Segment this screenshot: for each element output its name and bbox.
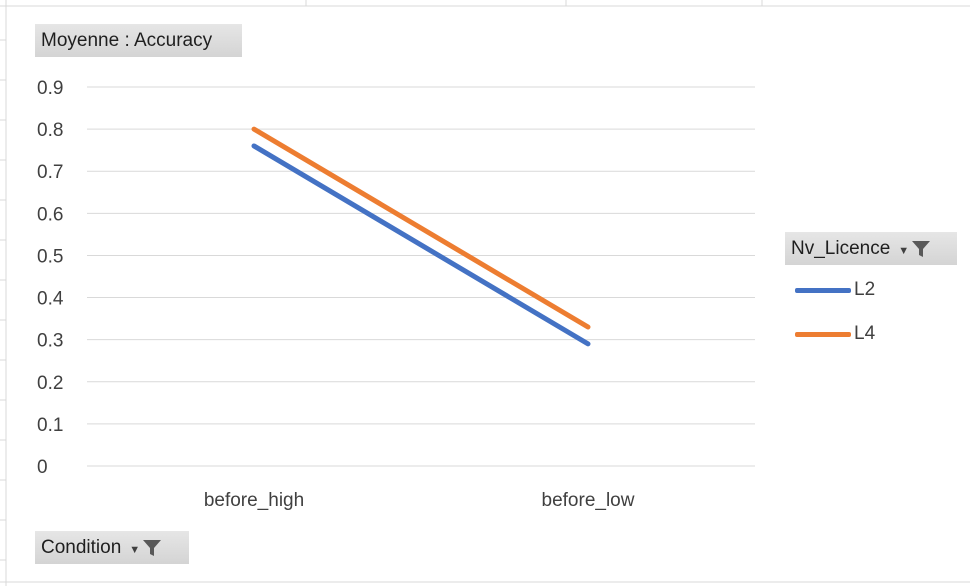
- y-tick-label: 0.1: [37, 415, 63, 436]
- axis-field-button[interactable]: Condition ▼: [35, 531, 189, 564]
- y-tick-label: 0: [37, 457, 48, 478]
- series-line-l4[interactable]: [251, 126, 591, 330]
- legend-label-l4: L4: [854, 323, 876, 344]
- y-tick-label: 0.9: [37, 78, 63, 99]
- y-tick-label: 0.6: [37, 204, 63, 225]
- chevron-down-icon: ▼: [898, 244, 910, 257]
- y-tick-label: 0.2: [37, 373, 63, 394]
- gridlines: [87, 86, 755, 467]
- y-axis-tick-labels: 0 0.1 0.2 0.3 0.4 0.5 0.6 0.7 0.8 0.9: [37, 78, 64, 478]
- x-tick-label: before_low: [542, 490, 635, 511]
- value-field-label: Moyenne : Accuracy: [41, 29, 213, 51]
- legend-field-filter[interactable]: ▼: [898, 239, 931, 259]
- legend-field-button[interactable]: Nv_Licence ▼: [785, 232, 957, 265]
- y-tick-label: 0.7: [37, 162, 63, 183]
- legend-swatch-l2: [795, 287, 851, 293]
- legend-entry-l4[interactable]: L4: [795, 323, 875, 345]
- legend-swatch-l4: [795, 331, 851, 337]
- legend-field-label: Nv_Licence: [791, 237, 891, 259]
- x-tick-label: before_high: [204, 490, 304, 511]
- legend-label-l2: L2: [854, 279, 876, 300]
- y-tick-label: 0.4: [37, 289, 64, 310]
- funnel-filter-icon: [912, 240, 931, 257]
- x-axis-tick-labels: before_high before_low: [204, 490, 635, 511]
- y-tick-label: 0.8: [37, 120, 63, 141]
- funnel-filter-icon: [143, 539, 162, 556]
- axis-field-filter[interactable]: ▼: [129, 538, 162, 558]
- y-tick-label: 0.5: [37, 246, 63, 267]
- legend-entry-l2[interactable]: L2: [795, 279, 875, 301]
- series-lines: [251, 126, 591, 347]
- value-field-button[interactable]: Moyenne : Accuracy: [35, 24, 242, 57]
- axis-field-label: Condition: [41, 536, 122, 558]
- series-line-l2[interactable]: [251, 143, 591, 347]
- y-tick-label: 0.3: [37, 331, 63, 352]
- chevron-down-icon: ▼: [129, 543, 141, 556]
